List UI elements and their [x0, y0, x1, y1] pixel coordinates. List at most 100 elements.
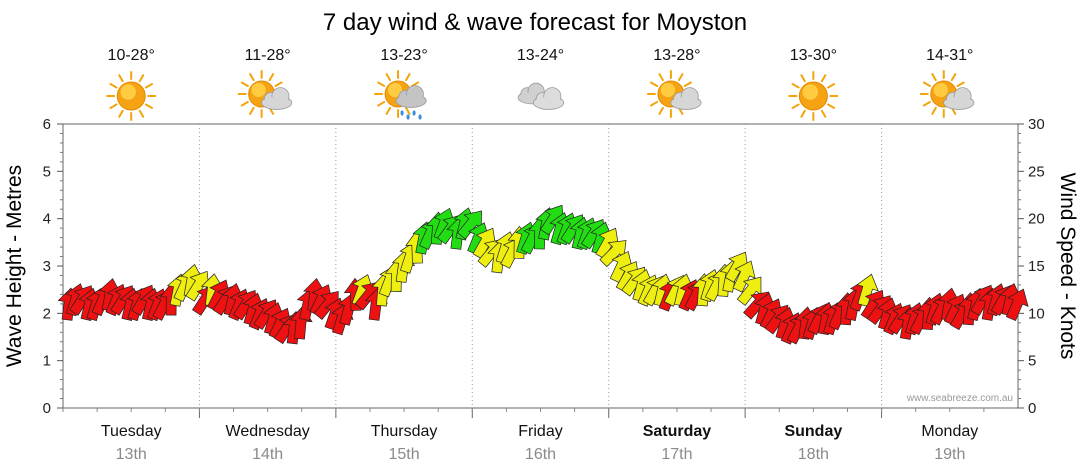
sun-shape: [788, 71, 839, 121]
sun-shape: [106, 71, 157, 121]
right-tick-label: 15: [1028, 258, 1045, 275]
daily-weather-row: 10-28° 11-28° 13-23° 13-24° 13-28° 13-30° 14-3…: [106, 47, 975, 121]
sun-highlight: [387, 82, 403, 98]
sun-ray: [109, 103, 118, 109]
left-tick-label: 2: [43, 305, 51, 322]
wind-arrow: [599, 240, 627, 268]
cloud-shape: [532, 87, 565, 110]
day-name-label: Saturday: [643, 423, 712, 440]
cloud-fill: [396, 95, 426, 107]
sun-ray: [650, 81, 659, 87]
wind-arrow-shape: [1005, 288, 1029, 322]
sun-ray: [385, 73, 392, 82]
watermark: www.seabreeze.com.au: [906, 393, 1013, 404]
rain-drop: [406, 114, 410, 120]
sun-ray: [377, 81, 386, 87]
day-date-label: 16th: [525, 446, 556, 463]
left-tick-label: 4: [43, 211, 51, 228]
cloud-fill: [534, 97, 563, 109]
right-axis-ticks: 0 5 10 15 20 25 30: [1018, 116, 1045, 417]
wind-arrow: [724, 251, 749, 283]
sun-ray: [677, 73, 684, 82]
day-gridlines: [62, 124, 985, 418]
wind-arrow-shape: [736, 276, 762, 306]
day-temperature: 13-23°: [380, 47, 427, 64]
sun-ray: [791, 83, 800, 89]
right-tick-label: 20: [1028, 211, 1045, 228]
sun-ray: [956, 81, 965, 87]
day-name-label: Monday: [921, 423, 978, 440]
sun-ray: [950, 73, 957, 82]
wind-arrow-shape: [599, 240, 627, 268]
wind-arrow-shape: [457, 210, 482, 240]
day-name-label: Friday: [518, 423, 562, 440]
wind-arrow-shape: [724, 251, 749, 283]
sun-ray: [240, 81, 249, 87]
sun-ray: [144, 103, 153, 109]
sun-ray: [791, 103, 800, 109]
sun-ray: [144, 83, 153, 89]
sunny-icon: [788, 71, 839, 121]
day-date-label: 13th: [116, 446, 147, 463]
sun-highlight: [933, 82, 948, 98]
wind-arrow: [1005, 288, 1029, 322]
wind-arrow: [732, 260, 756, 293]
sun-ray: [820, 109, 827, 118]
day-temperature: 14-31°: [926, 47, 973, 64]
left-tick-label: 3: [43, 258, 51, 275]
rain-drop: [412, 110, 416, 116]
wind-arrow: [736, 276, 762, 306]
sun-highlight: [251, 82, 266, 98]
day-temperature: 11-28°: [245, 47, 291, 64]
right-tick-label: 30: [1028, 116, 1045, 133]
sun-ray: [658, 73, 664, 82]
left-tick-label: 0: [43, 400, 51, 417]
day-temperature: 13-28°: [653, 47, 700, 64]
partly-cloudy-icon: [646, 70, 702, 118]
sun-ray: [650, 101, 659, 107]
wind-arrows: [57, 204, 1029, 345]
left-tick-label: 6: [43, 116, 51, 133]
sun-ray: [138, 74, 145, 83]
day-date-label: 14th: [252, 446, 283, 463]
day-name-label: Thursday: [371, 423, 438, 440]
day-labels: Tuesday 13th Wednesday 14th Thursday 15th Frid…: [101, 423, 978, 463]
rain-drop: [400, 110, 404, 116]
cloud-shape: [395, 85, 427, 108]
sun-ray: [922, 81, 931, 87]
sun-highlight: [120, 84, 136, 100]
sun-ray: [240, 101, 249, 107]
sun-ray: [931, 106, 937, 115]
day-name-label: Wednesday: [226, 423, 310, 440]
sun-ray: [249, 73, 255, 82]
sun-ray: [138, 109, 145, 118]
right-tick-label: 10: [1028, 305, 1045, 322]
cloud-fill: [671, 97, 701, 109]
chart-title: 7 day wind & wave forecast for Moyston: [323, 9, 747, 36]
day-temperature: 10-28°: [108, 47, 155, 64]
sun-ray: [922, 101, 931, 107]
cloud-fill: [262, 97, 291, 109]
sun-shape: [237, 70, 286, 118]
day-name-label: Tuesday: [101, 423, 162, 440]
wind-arrow-shape: [732, 260, 756, 293]
showers-icon: [374, 70, 427, 120]
sun-ray: [405, 73, 411, 82]
partly-cloudy-icon: [237, 70, 293, 118]
cloud-shape: [670, 87, 702, 110]
plot-area: [62, 123, 1019, 409]
cloud-shape: [943, 87, 975, 110]
left-tick-label: 1: [43, 353, 51, 370]
right-tick-label: 25: [1028, 163, 1045, 180]
day-temperature: 13-24°: [517, 47, 564, 64]
left-tick-label: 5: [43, 163, 51, 180]
sun-ray: [377, 101, 386, 107]
left-axis-ticks: 0 1 2 3 4 5 6: [43, 116, 63, 417]
cloudy-icon: [517, 82, 565, 110]
right-tick-label: 5: [1028, 353, 1036, 370]
sun-ray: [800, 74, 806, 83]
day-date-label: 17th: [661, 446, 692, 463]
sun-ray: [827, 103, 836, 109]
sun-ray: [274, 81, 283, 87]
